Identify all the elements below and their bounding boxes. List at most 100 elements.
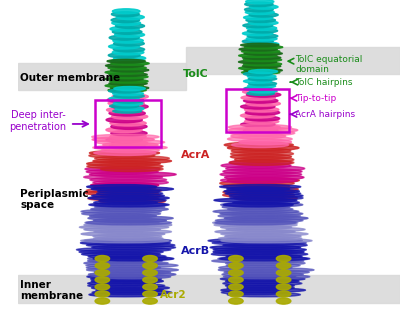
- Ellipse shape: [86, 221, 172, 225]
- Text: AcrA: AcrA: [181, 149, 210, 160]
- Ellipse shape: [223, 189, 295, 195]
- Ellipse shape: [105, 71, 143, 74]
- Ellipse shape: [108, 88, 146, 92]
- Ellipse shape: [223, 281, 302, 286]
- Ellipse shape: [92, 245, 176, 250]
- Ellipse shape: [218, 268, 314, 272]
- Ellipse shape: [88, 281, 155, 286]
- Ellipse shape: [95, 140, 165, 145]
- Ellipse shape: [249, 13, 278, 17]
- Ellipse shape: [220, 212, 303, 216]
- Ellipse shape: [238, 60, 277, 64]
- Ellipse shape: [244, 45, 283, 49]
- Ellipse shape: [220, 277, 305, 281]
- Ellipse shape: [99, 199, 165, 204]
- Ellipse shape: [94, 150, 156, 156]
- Ellipse shape: [112, 29, 142, 34]
- Ellipse shape: [214, 198, 297, 203]
- Ellipse shape: [246, 101, 280, 106]
- Ellipse shape: [90, 214, 156, 218]
- Ellipse shape: [241, 43, 279, 47]
- Ellipse shape: [108, 66, 146, 70]
- Ellipse shape: [95, 277, 110, 283]
- Ellipse shape: [229, 194, 303, 198]
- Ellipse shape: [110, 80, 148, 83]
- Ellipse shape: [88, 272, 176, 277]
- Ellipse shape: [240, 113, 275, 118]
- Ellipse shape: [215, 230, 295, 234]
- Ellipse shape: [95, 263, 110, 269]
- Ellipse shape: [239, 48, 277, 51]
- Ellipse shape: [244, 98, 278, 103]
- Ellipse shape: [106, 117, 142, 123]
- Ellipse shape: [106, 127, 142, 133]
- Ellipse shape: [90, 177, 166, 182]
- Ellipse shape: [228, 145, 299, 151]
- Ellipse shape: [227, 292, 300, 297]
- Ellipse shape: [80, 241, 170, 245]
- Ellipse shape: [143, 291, 157, 297]
- Ellipse shape: [228, 128, 298, 133]
- Ellipse shape: [276, 291, 291, 297]
- Ellipse shape: [108, 44, 140, 49]
- Ellipse shape: [112, 9, 140, 14]
- Ellipse shape: [219, 265, 292, 270]
- Ellipse shape: [218, 236, 302, 241]
- Ellipse shape: [95, 284, 110, 290]
- Ellipse shape: [244, 79, 272, 83]
- Ellipse shape: [88, 257, 167, 261]
- Ellipse shape: [244, 69, 282, 72]
- Ellipse shape: [248, 77, 277, 81]
- Ellipse shape: [235, 157, 294, 162]
- Ellipse shape: [112, 12, 139, 17]
- Text: Acr2: Acr2: [160, 290, 186, 300]
- Text: Inner
membrane: Inner membrane: [20, 279, 84, 301]
- Ellipse shape: [108, 100, 144, 106]
- Ellipse shape: [89, 292, 161, 297]
- Ellipse shape: [276, 284, 291, 290]
- Ellipse shape: [208, 239, 302, 243]
- Ellipse shape: [247, 74, 276, 78]
- Ellipse shape: [224, 184, 290, 189]
- Ellipse shape: [114, 94, 144, 98]
- Ellipse shape: [246, 36, 277, 41]
- Ellipse shape: [114, 87, 145, 90]
- Ellipse shape: [229, 256, 243, 261]
- Ellipse shape: [212, 241, 306, 245]
- Ellipse shape: [92, 134, 159, 139]
- Ellipse shape: [88, 196, 159, 201]
- Ellipse shape: [229, 274, 296, 279]
- Ellipse shape: [245, 10, 274, 14]
- Ellipse shape: [210, 245, 300, 250]
- Ellipse shape: [225, 191, 301, 196]
- Ellipse shape: [230, 154, 292, 159]
- Ellipse shape: [112, 104, 148, 109]
- Ellipse shape: [242, 39, 273, 44]
- Ellipse shape: [94, 230, 172, 234]
- Ellipse shape: [95, 298, 110, 304]
- Ellipse shape: [250, 5, 278, 9]
- Ellipse shape: [232, 142, 288, 148]
- Ellipse shape: [276, 263, 291, 269]
- Ellipse shape: [82, 212, 160, 216]
- Ellipse shape: [244, 72, 272, 76]
- Ellipse shape: [221, 225, 292, 229]
- Text: Deep inter-
penetration: Deep inter- penetration: [9, 110, 66, 132]
- Ellipse shape: [228, 124, 292, 130]
- Ellipse shape: [223, 203, 293, 207]
- Ellipse shape: [94, 270, 170, 274]
- Text: TolC: TolC: [183, 69, 209, 79]
- Ellipse shape: [242, 50, 280, 53]
- Ellipse shape: [105, 84, 143, 88]
- Ellipse shape: [227, 187, 290, 191]
- Ellipse shape: [231, 148, 291, 154]
- Ellipse shape: [101, 193, 161, 198]
- Ellipse shape: [86, 169, 158, 174]
- Ellipse shape: [222, 205, 290, 209]
- Ellipse shape: [113, 109, 142, 113]
- Ellipse shape: [97, 191, 163, 196]
- Ellipse shape: [242, 89, 277, 94]
- Ellipse shape: [233, 200, 299, 205]
- Ellipse shape: [94, 218, 166, 223]
- Ellipse shape: [115, 107, 144, 111]
